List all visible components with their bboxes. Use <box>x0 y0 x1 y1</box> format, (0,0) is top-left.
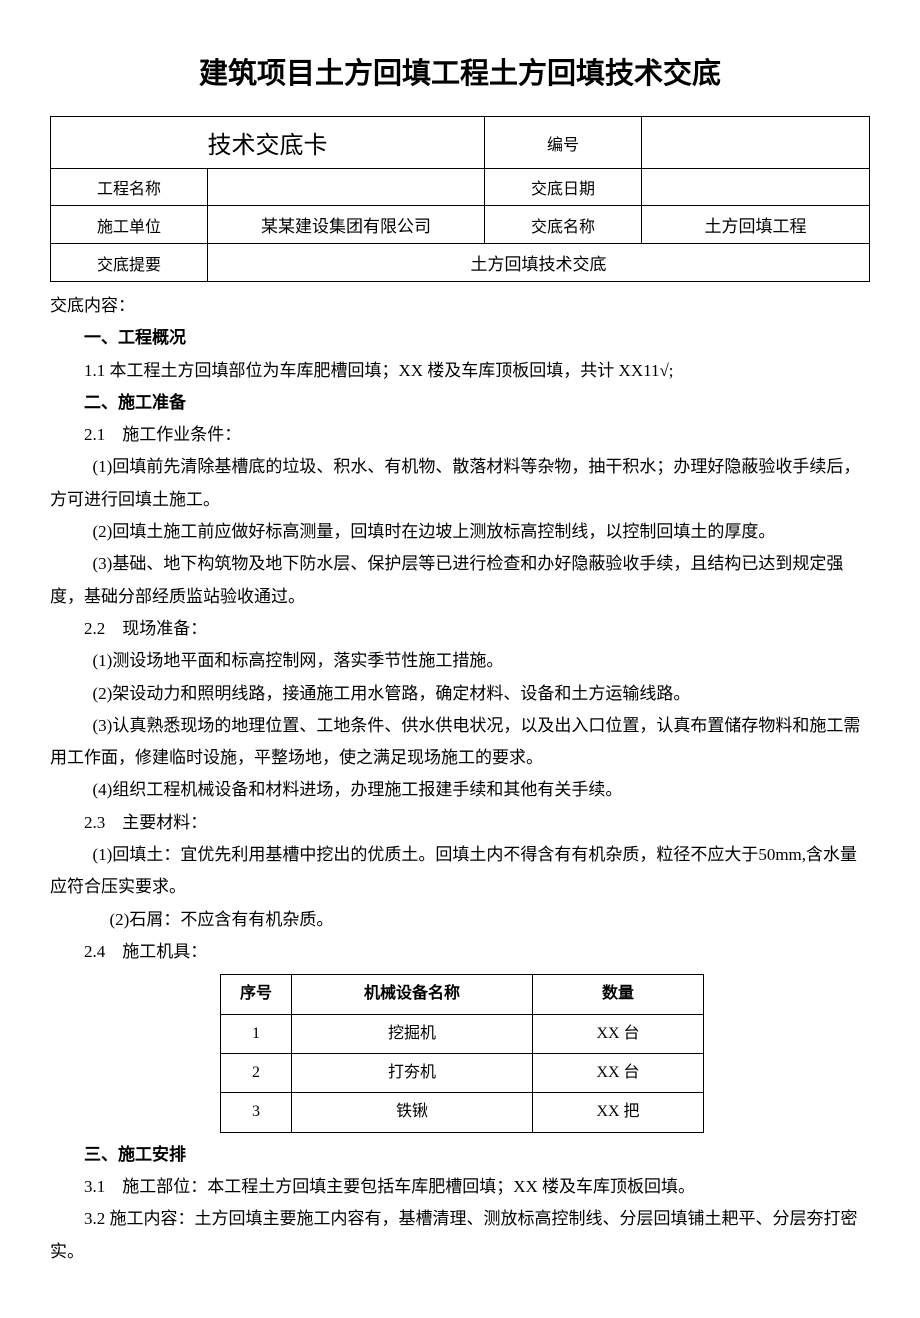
sec2-title: 二、施工准备 <box>50 387 870 419</box>
col-qty: 数量 <box>533 975 704 1014</box>
unit-value: 某某建设集团有限公司 <box>208 206 485 244</box>
name-label: 交底名称 <box>485 206 642 244</box>
content-label: 交底内容： <box>50 290 870 322</box>
project-label: 工程名称 <box>51 169 208 206</box>
sec2-2-2: (2)架设动力和照明线路，接通施工用水管路，确定材料、设备和土方运输线路。 <box>50 678 870 710</box>
cell-name: 铁锹 <box>292 1093 533 1132</box>
cell-qty: XX 台 <box>533 1014 704 1053</box>
cell-seq: 3 <box>221 1093 292 1132</box>
sec2-4: 2.4 施工机具： <box>50 936 870 968</box>
sec3-1: 3.1 施工部位：本工程土方回填主要包括车库肥槽回填；XX 楼及车库顶板回填。 <box>50 1171 870 1203</box>
name-value: 土方回填工程 <box>642 206 870 244</box>
header-table: 技术交底卡 编号 工程名称 交底日期 施工单位 某某建设集团有限公司 交底名称 … <box>50 116 870 282</box>
equipment-table: 序号 机械设备名称 数量 1 挖掘机 XX 台 2 打夯机 XX 台 3 铁锹 … <box>220 974 704 1133</box>
summary-value: 土方回填技术交底 <box>208 244 870 282</box>
sec2-1-3: (3)基础、地下构筑物及地下防水层、保护层等已进行检查和办好隐蔽验收手续，且结构… <box>50 548 870 613</box>
cell-name: 打夯机 <box>292 1054 533 1093</box>
sec3-title: 三、施工安排 <box>50 1139 870 1171</box>
sec3-2: 3.2 施工内容：土方回填主要施工内容有，基槽清理、测放标高控制线、分层回填铺土… <box>50 1203 870 1268</box>
summary-label: 交底提要 <box>51 244 208 282</box>
sec1-title: 一、工程概况 <box>50 322 870 354</box>
sec2-1: 2.1 施工作业条件： <box>50 419 870 451</box>
table-header-row: 序号 机械设备名称 数量 <box>221 975 704 1014</box>
sec2-2: 2.2 现场准备： <box>50 613 870 645</box>
card-title: 技术交底卡 <box>51 117 485 169</box>
table-row: 3 铁锹 XX 把 <box>221 1093 704 1132</box>
date-label: 交底日期 <box>485 169 642 206</box>
cell-name: 挖掘机 <box>292 1014 533 1053</box>
sec2-2-4: (4)组织工程机械设备和材料进场，办理施工报建手续和其他有关手续。 <box>50 774 870 806</box>
sec1-1: 1.1 本工程土方回填部位为车库肥槽回填；XX 楼及车库顶板回填，共计 XX11… <box>50 355 870 387</box>
project-value <box>208 169 485 206</box>
sec2-2-1: (1)测设场地平面和标高控制网，落实季节性施工措施。 <box>50 645 870 677</box>
number-label: 编号 <box>485 117 642 169</box>
sec2-3-2: (2)石屑：不应含有有机杂质。 <box>50 904 870 936</box>
cell-seq: 2 <box>221 1054 292 1093</box>
content-body: 交底内容： 一、工程概况 1.1 本工程土方回填部位为车库肥槽回填；XX 楼及车… <box>50 290 870 1268</box>
sec2-3: 2.3 主要材料： <box>50 807 870 839</box>
cell-seq: 1 <box>221 1014 292 1053</box>
cell-qty: XX 把 <box>533 1093 704 1132</box>
table-row: 1 挖掘机 XX 台 <box>221 1014 704 1053</box>
sec2-1-2: (2)回填土施工前应做好标高测量，回填时在边坡上测放标高控制线，以控制回填土的厚… <box>50 516 870 548</box>
document-title: 建筑项目土方回填工程土方回填技术交底 <box>50 50 870 92</box>
sec2-2-3: (3)认真熟悉现场的地理位置、工地条件、供水供电状况，以及出入口位置，认真布置储… <box>50 710 870 775</box>
table-row: 2 打夯机 XX 台 <box>221 1054 704 1093</box>
col-name: 机械设备名称 <box>292 975 533 1014</box>
sec2-1-1: (1)回填前先清除基槽底的垃圾、积水、有机物、散落材料等杂物，抽干积水；办理好隐… <box>50 451 870 516</box>
unit-label: 施工单位 <box>51 206 208 244</box>
col-seq: 序号 <box>221 975 292 1014</box>
number-value <box>642 117 870 169</box>
sec2-3-1: (1)回填土：宜优先利用基槽中挖出的优质土。回填土内不得含有有机杂质，粒径不应大… <box>50 839 870 904</box>
cell-qty: XX 台 <box>533 1054 704 1093</box>
date-value <box>642 169 870 206</box>
